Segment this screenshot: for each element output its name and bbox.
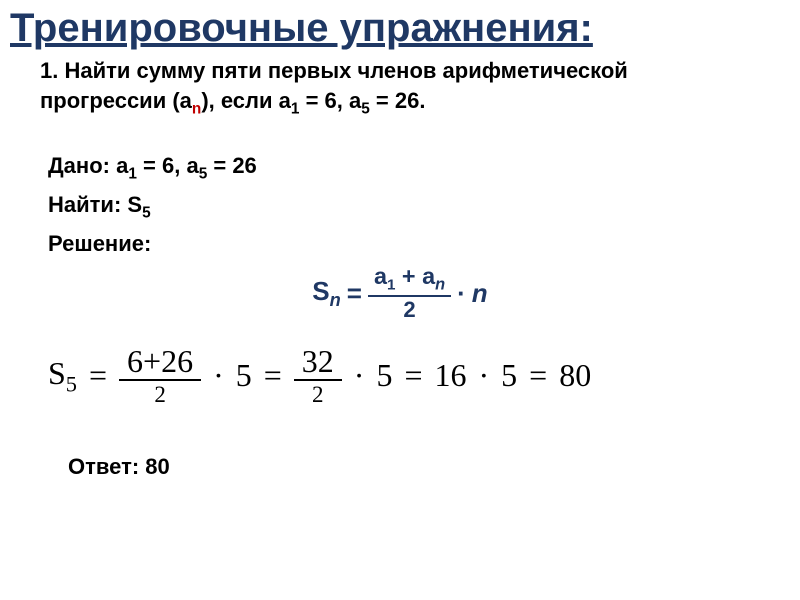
given-row: Дано: a1 = 6, a5 = 26 [48, 148, 760, 187]
calc-eq1: = [89, 357, 107, 394]
given-block: Дано: a1 = 6, a5 = 26 Найти: S5 Решение: [40, 148, 760, 261]
answer: Ответ: 80 [40, 454, 760, 480]
title-text: Тренировочные упражнения: [10, 6, 593, 50]
calc-dot1: · [213, 357, 224, 394]
a1-eq: = 6, [137, 153, 187, 178]
answer-label: Ответ: [68, 454, 145, 479]
given-label: Дано: [48, 153, 116, 178]
formula-lhs: Sn [312, 276, 340, 311]
a5-sub: 5 [199, 165, 208, 182]
calc-eq2: = [264, 357, 282, 394]
problem-line1: 1. Найти сумму пяти первых членов арифме… [40, 58, 628, 83]
calc-frac1-num: 6+26 [119, 345, 201, 381]
a1-sym: a [116, 153, 128, 178]
page-title: Тренировочные упражнения: [0, 0, 800, 54]
S-sym: S [312, 276, 329, 306]
find-sym: S [127, 192, 142, 217]
calc-result: 80 [559, 357, 591, 394]
calc-sub5: 5 [66, 371, 77, 396]
calc-five-2: 5 [376, 357, 392, 394]
calc-eq4: = [529, 357, 547, 394]
formula-fraction: a1 + an 2 [368, 265, 451, 321]
formula-denominator: 2 [403, 297, 415, 321]
calc-eq3: = [404, 357, 422, 394]
problem-line2-a: прогрессии (a [40, 88, 192, 113]
calc-lhs: S5 [48, 355, 77, 397]
S-sub-n: n [330, 290, 341, 310]
calc-five-1: 5 [236, 357, 252, 394]
problem-line2-d: = 26. [370, 88, 426, 113]
formula-dot: · [457, 278, 466, 309]
calc-five-3: 5 [501, 357, 517, 394]
calc-dot3: · [479, 357, 490, 394]
a5-eq: = 26 [207, 153, 257, 178]
calc-frac1: 6+26 2 [119, 345, 201, 406]
problem-sub-n: n [192, 100, 201, 117]
calculation: S5 = 6+26 2 · 5 = 32 2 · 5 = 16 · 5 = 80 [40, 345, 760, 406]
sum-formula: Sn = a1 + an 2 · n [312, 265, 487, 321]
num-subn: n [435, 276, 445, 294]
find-sub: 5 [142, 204, 151, 221]
a5-sym: a [186, 153, 198, 178]
a1-sub: 1 [128, 165, 137, 182]
num-plus: + [395, 263, 422, 289]
problem-line2-b: ), если a [201, 88, 291, 113]
find-row: Найти: S5 [48, 187, 760, 226]
solution-label: Решение: [48, 226, 760, 261]
num-a1: a [374, 263, 387, 289]
answer-value: 80 [145, 454, 169, 479]
formula-n: n [472, 278, 488, 309]
problem-line2-c: = 6, a [299, 88, 361, 113]
formula-eq: = [347, 278, 362, 309]
calc-frac2-den: 2 [312, 381, 324, 406]
calc-dot2: · [354, 357, 365, 394]
calc-frac2-num: 32 [294, 345, 342, 381]
content: 1. Найти сумму пяти первых членов арифме… [0, 54, 800, 480]
calc-S: S [48, 355, 66, 391]
num-an: a [422, 263, 435, 289]
formula-numerator: a1 + an [368, 265, 451, 297]
problem-statement: 1. Найти сумму пяти первых членов арифме… [40, 56, 760, 120]
calc-frac2: 32 2 [294, 345, 342, 406]
find-label: Найти: [48, 192, 127, 217]
formula-row: Sn = a1 + an 2 · n [40, 265, 760, 321]
calc-frac1-den: 2 [154, 381, 166, 406]
problem-sub-5: 5 [361, 100, 370, 117]
calc-sixteen: 16 [435, 357, 467, 394]
